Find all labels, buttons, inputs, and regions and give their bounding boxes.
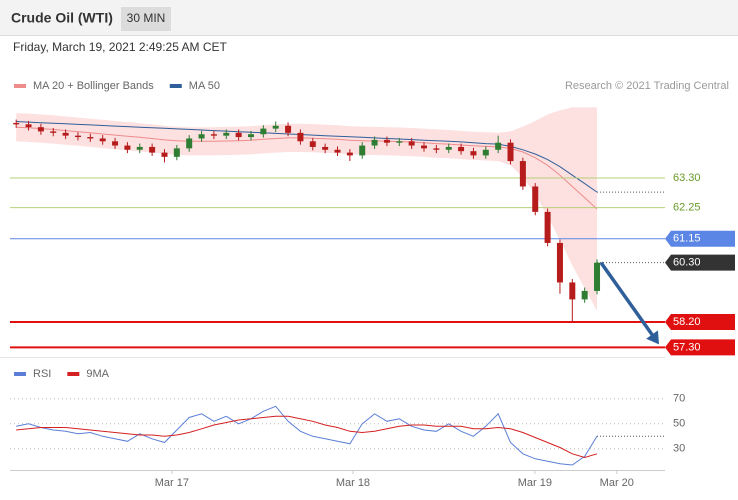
candle-body <box>334 149 341 153</box>
candle-body <box>594 262 601 291</box>
candle-body <box>136 146 143 150</box>
chart-title: Crude Oil (WTI) <box>11 10 113 26</box>
level-label: 57.30 <box>673 341 701 353</box>
level-label: 61.15 <box>673 233 701 245</box>
candle-body <box>408 141 415 146</box>
candle-body <box>581 290 588 300</box>
level-badge <box>665 230 735 247</box>
level-label: 60.30 <box>673 257 701 269</box>
subtitle: Friday, March 19, 2021 2:49:25 AM CET <box>13 40 228 54</box>
legend-label: MA 50 <box>189 80 220 92</box>
rsi-line <box>16 405 598 466</box>
candle-body <box>25 124 32 128</box>
level-badge <box>665 254 735 271</box>
candle-body <box>421 145 428 149</box>
candle-body <box>161 152 168 157</box>
candle-body <box>544 211 551 243</box>
candle-body <box>297 132 304 142</box>
legend-swatch <box>67 372 80 376</box>
candle-body <box>495 142 502 150</box>
timeframe-badge[interactable] <box>121 7 171 31</box>
candle-body <box>13 122 20 125</box>
bollinger-band <box>16 107 597 311</box>
x-tick-label: Mar 17 <box>155 477 189 489</box>
rsi-tick-label: 70 <box>673 393 685 405</box>
candle-body <box>149 146 156 153</box>
x-tick-label: Mar 20 <box>600 477 634 489</box>
legend-label: RSI <box>33 368 51 380</box>
candle-body <box>359 145 366 156</box>
candle-body <box>124 145 131 150</box>
candle-body <box>223 132 230 136</box>
credit: Research © 2021 Trading Central <box>565 80 729 92</box>
candle-body <box>519 161 526 187</box>
candle-body <box>433 148 440 150</box>
candle-body <box>247 134 254 138</box>
legend-swatch <box>14 84 26 88</box>
candle-body <box>532 186 539 212</box>
candle-body <box>99 138 106 142</box>
timeframe[interactable]: 30 MIN <box>127 11 166 25</box>
legend-label: 9MA <box>86 368 109 380</box>
candle-body <box>272 125 279 129</box>
legend-swatch <box>14 372 26 376</box>
candle-body <box>507 142 514 162</box>
level-badge <box>665 313 735 330</box>
candle-body <box>383 139 390 143</box>
candle-body <box>112 141 119 146</box>
candle-body <box>346 152 353 156</box>
candle-body <box>74 135 81 138</box>
candle-body <box>309 141 316 147</box>
candle-body <box>322 146 329 150</box>
candle-body <box>470 151 477 156</box>
candle-body <box>50 131 57 133</box>
candle-body <box>371 139 378 146</box>
candle-body <box>458 146 465 152</box>
rsi-tick-label: 30 <box>673 443 685 455</box>
candle-body <box>482 149 489 156</box>
candle-body <box>87 137 94 139</box>
candle-body <box>569 282 576 300</box>
candle-body <box>260 128 267 135</box>
candle-body <box>396 141 403 143</box>
x-tick-label: Mar 18 <box>336 477 370 489</box>
candle-body <box>210 134 217 136</box>
rsi-line <box>16 415 598 459</box>
rsi-tick-label: 50 <box>673 418 685 430</box>
candle-body <box>285 125 292 133</box>
candle-body <box>235 132 242 138</box>
candle-body <box>173 148 180 157</box>
level-badge <box>665 339 735 356</box>
level-label: 58.20 <box>673 316 701 328</box>
candle-body <box>62 132 69 136</box>
legend-label: MA 20 + Bollinger Bands <box>33 80 154 92</box>
candle-body <box>445 146 452 150</box>
candle-body <box>556 242 563 283</box>
candle-body <box>37 127 44 132</box>
projection-arrowhead <box>646 330 659 345</box>
projection-arrow <box>599 261 656 339</box>
candle-body <box>186 138 193 149</box>
x-tick-label: Mar 19 <box>518 477 552 489</box>
legend-swatch <box>169 84 182 88</box>
level-label: 62.25 <box>673 202 701 214</box>
level-label: 63.30 <box>673 172 701 184</box>
candle-body <box>198 134 205 139</box>
